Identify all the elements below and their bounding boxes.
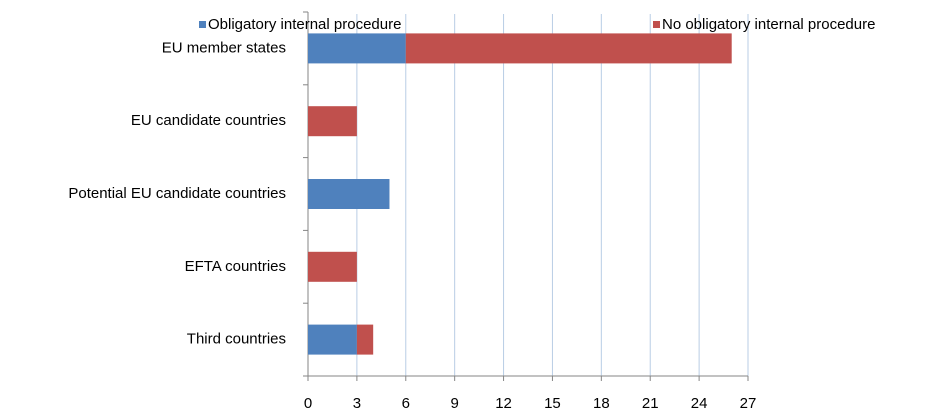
bar	[308, 33, 406, 64]
x-tick-label: 21	[642, 395, 659, 412]
y-tick-label: EFTA countries	[185, 258, 286, 275]
x-tick-label: 9	[450, 395, 458, 412]
y-tick-label: EU member states	[162, 39, 286, 56]
bar	[308, 324, 357, 355]
x-tick-label: 3	[353, 395, 361, 412]
bar	[405, 33, 732, 64]
legend-swatch	[199, 21, 206, 28]
legend-swatch	[653, 21, 660, 28]
y-tick-label: EU candidate countries	[131, 112, 286, 129]
x-tick-label: 12	[495, 395, 512, 412]
bar	[308, 106, 357, 137]
y-tick-label: Third countries	[187, 331, 286, 348]
x-tick-label: 15	[544, 395, 561, 412]
x-tick-label: 27	[740, 395, 757, 412]
x-tick-label: 0	[304, 395, 312, 412]
bar	[308, 179, 390, 209]
x-tick-label: 6	[402, 395, 410, 412]
bar	[356, 324, 374, 355]
legend-label: No obligatory internal procedure	[662, 16, 875, 33]
x-tick-label: 18	[593, 395, 610, 412]
x-tick-label: 24	[691, 395, 708, 412]
bar	[308, 251, 357, 282]
y-tick-label: Potential EU candidate countries	[68, 185, 286, 202]
legend-label: Obligatory internal procedure	[208, 16, 401, 33]
